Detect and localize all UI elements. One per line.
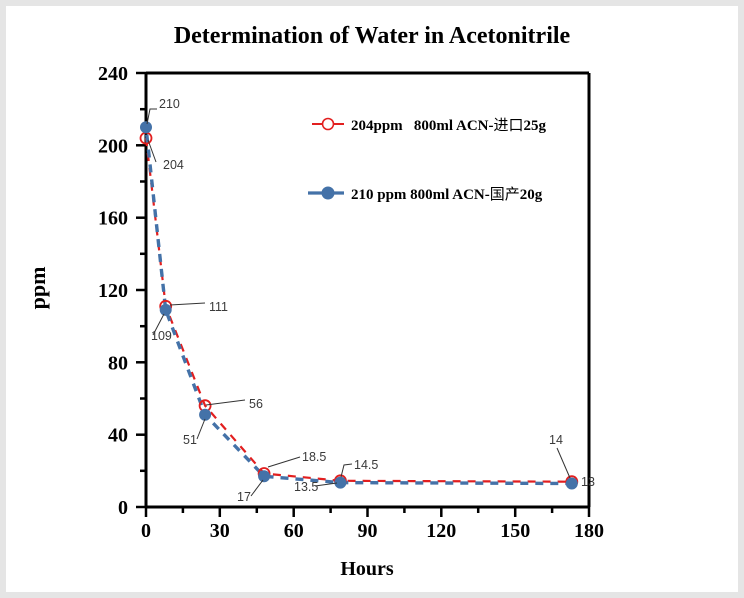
svg-text:204ppm 800ml ACN-进口25g: 204ppm 800ml ACN-进口25g: [351, 117, 547, 134]
svg-text:204: 204: [163, 158, 184, 172]
svg-text:ppm: ppm: [25, 267, 50, 310]
svg-text:17: 17: [237, 490, 251, 504]
svg-text:14: 14: [549, 433, 563, 447]
svg-text:51: 51: [183, 433, 197, 447]
svg-text:150: 150: [500, 520, 530, 542]
svg-text:111: 111: [209, 300, 228, 314]
svg-text:160: 160: [98, 208, 128, 230]
svg-text:40: 40: [108, 425, 128, 447]
svg-text:180: 180: [574, 520, 604, 542]
svg-text:210 ppm 800ml ACN-国产20g: 210 ppm 800ml ACN-国产20g: [351, 186, 543, 203]
svg-text:0: 0: [141, 520, 151, 542]
svg-text:80: 80: [108, 352, 128, 374]
svg-text:18.5: 18.5: [302, 450, 326, 464]
svg-text:0: 0: [118, 497, 128, 519]
svg-text:13: 13: [581, 475, 595, 489]
svg-text:Hours: Hours: [340, 558, 394, 580]
svg-text:240: 240: [98, 63, 128, 85]
svg-text:120: 120: [98, 280, 128, 302]
svg-text:60: 60: [284, 520, 304, 542]
svg-text:56: 56: [249, 397, 263, 411]
svg-text:14.5: 14.5: [354, 458, 378, 472]
svg-text:109: 109: [151, 329, 172, 343]
svg-text:210: 210: [159, 97, 180, 111]
svg-text:120: 120: [426, 520, 456, 542]
svg-text:30: 30: [210, 520, 230, 542]
svg-text:13.5: 13.5: [294, 480, 318, 494]
svg-text:90: 90: [358, 520, 378, 542]
svg-text:200: 200: [98, 135, 128, 157]
